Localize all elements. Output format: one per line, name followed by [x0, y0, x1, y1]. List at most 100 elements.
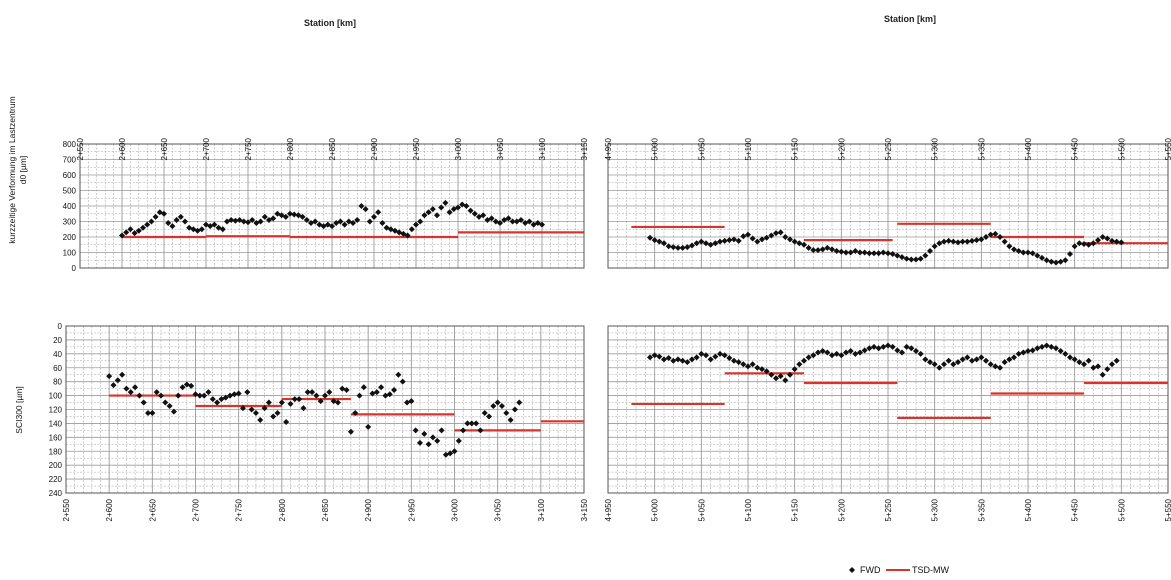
y-tick-label: 200	[63, 233, 77, 242]
fwd-point	[1118, 239, 1125, 246]
fwd-point	[429, 206, 436, 213]
fwd-point	[922, 356, 929, 363]
fwd-point	[408, 226, 415, 233]
fwd-point	[819, 348, 826, 355]
y-tick-label: 120	[49, 406, 63, 415]
legend-tsd-label: TSD-MW	[912, 565, 949, 575]
fwd-point	[317, 398, 324, 405]
fwd-point	[903, 343, 910, 350]
fwd-point	[917, 255, 924, 262]
fwd-point	[838, 248, 845, 255]
fwd-point	[913, 256, 919, 263]
x-tick-label: 3+000	[451, 498, 460, 521]
fwd-point	[875, 345, 882, 352]
x-tick-label: 2+800	[286, 137, 295, 160]
fwd-point	[969, 357, 975, 364]
x-tick-label: 5+000	[651, 498, 660, 521]
fwd-point	[997, 234, 1003, 240]
fwd-point	[735, 359, 742, 366]
fwd-point	[135, 227, 142, 234]
fwd-point	[149, 409, 156, 416]
fwd-point	[1081, 361, 1087, 368]
x-tick-label: 2+750	[244, 137, 253, 160]
fwd-point	[1048, 343, 1055, 350]
fwd-point	[463, 203, 470, 209]
x-tick-label: 5+500	[1117, 137, 1126, 160]
fwd-point	[955, 359, 961, 366]
fwd-point	[959, 238, 966, 245]
fwd-point	[148, 218, 155, 225]
fwd-point	[945, 357, 952, 364]
fwd-point	[497, 220, 503, 227]
y-tick-label: 300	[63, 218, 77, 227]
fwd-point	[257, 416, 264, 423]
fwd-point	[740, 361, 747, 368]
x-tick-label: 5+450	[1071, 137, 1080, 160]
fwd-point	[399, 378, 406, 385]
x-tick-label: 2+600	[118, 137, 127, 160]
fwd-point	[1029, 347, 1036, 354]
fwd-point	[693, 240, 700, 247]
fwd-point	[731, 357, 737, 364]
fwd-point	[810, 352, 817, 359]
fwd-point	[829, 246, 835, 253]
fwd-point	[777, 229, 784, 236]
fwd-point	[1011, 246, 1017, 253]
fwd-point	[1113, 357, 1120, 364]
fwd-point	[899, 349, 905, 356]
fwd-point	[805, 354, 812, 361]
fwd-point	[689, 242, 695, 249]
fwd-point	[1015, 247, 1022, 254]
fwd-point	[651, 352, 658, 359]
x-tick-label: 5+200	[837, 498, 846, 521]
fwd-point	[231, 391, 238, 398]
fwd-point	[726, 355, 733, 362]
fwd-point	[145, 409, 152, 416]
fwd-point	[754, 364, 761, 371]
y-tick-label: 500	[63, 187, 77, 196]
fwd-point	[1006, 243, 1013, 250]
fwd-point	[833, 350, 840, 357]
fwd-point	[282, 213, 289, 220]
plot-frame	[79, 143, 585, 269]
fwd-point	[446, 209, 453, 216]
fwd-point	[829, 352, 835, 359]
fwd-point	[871, 343, 877, 350]
fwd-point	[119, 371, 126, 378]
fwd-point	[140, 399, 147, 406]
fwd-point	[356, 392, 363, 399]
x-tick-label: 3+150	[580, 498, 589, 521]
fwd-point	[740, 233, 747, 240]
x-tick-label: 4+950	[604, 137, 613, 160]
fwd-point	[833, 247, 840, 254]
fwd-point	[182, 218, 188, 225]
fwd-point	[434, 437, 441, 444]
y-tick-label: 0	[58, 322, 63, 331]
fwd-point	[1071, 243, 1078, 250]
y-tick-label: 600	[63, 171, 77, 180]
fwd-point	[801, 357, 807, 364]
fwd-point	[329, 223, 335, 230]
fwd-point	[950, 361, 957, 368]
fwd-point	[1043, 257, 1050, 264]
fwd-point	[651, 237, 658, 244]
y-tick-label: 140	[49, 419, 63, 428]
fwd-point	[880, 249, 887, 256]
fwd-point	[707, 356, 714, 363]
fwd-point	[670, 244, 677, 251]
fwd-point	[214, 399, 221, 406]
fwd-point	[442, 199, 449, 206]
x-tick-label: 5+000	[651, 137, 660, 160]
x-tick-label: 2+600	[105, 498, 114, 521]
y-tick-label: 100	[49, 392, 63, 401]
fwd-point	[239, 405, 246, 412]
x-tick-label: 5+350	[977, 498, 986, 521]
x-tick-label: 5+100	[744, 498, 753, 521]
fwd-point	[201, 392, 208, 399]
fwd-point	[360, 384, 367, 391]
fwd-point	[693, 354, 700, 361]
fwd-point	[964, 354, 971, 361]
fwd-point	[421, 212, 428, 219]
fwd-point	[796, 240, 803, 247]
fwd-point	[782, 234, 789, 240]
